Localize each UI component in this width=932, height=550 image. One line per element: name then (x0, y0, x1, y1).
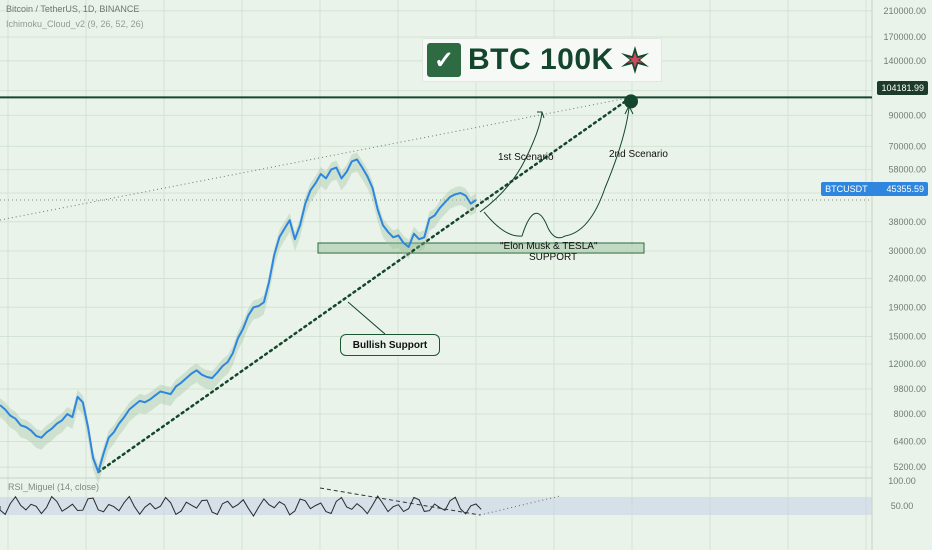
y-tick-label: 12000.00 (888, 359, 926, 369)
y-tick-label: 90000.00 (888, 110, 926, 120)
ichimoku-cloud (0, 152, 476, 485)
y-tick-label: 210000.00 (883, 6, 926, 16)
scenario-1-path (479, 111, 543, 213)
rsi-axis-label: 100.00 (888, 476, 916, 486)
support-label-line1: "Elon Musk & TESLA" (500, 241, 598, 252)
y-tick-label: 24000.00 (888, 273, 926, 283)
scenario-1-label: 1st Scenario (498, 152, 554, 163)
scenario-1-arrow (537, 111, 545, 119)
title-banner: ✓ BTC 100K (422, 38, 662, 82)
bullish-support-label: Bullish Support (340, 334, 440, 356)
y-tick-label: 5200.00 (893, 462, 926, 472)
rsi-projection (479, 495, 561, 516)
y-tick-label: 19000.00 (888, 302, 926, 312)
y-tick-label: 70000.00 (888, 141, 926, 151)
rsi-line (0, 495, 482, 517)
rsi-band (0, 497, 872, 515)
current-price: 45355.59 (886, 184, 924, 194)
y-tick-label: 6400.00 (893, 437, 926, 447)
rsi-divergence (319, 487, 481, 516)
scenario-2-arrow (624, 104, 634, 115)
target-price-tag: 104181.99 (877, 81, 928, 95)
scenario-2-label: 2nd Scenario (609, 149, 668, 160)
check-box-icon: ✓ (427, 43, 461, 77)
rsi-label: RSI_Miguel (14, close) (8, 482, 100, 492)
y-tick-label: 30000.00 (888, 246, 926, 256)
price-line (0, 158, 477, 473)
scenario-2-path (483, 107, 630, 239)
y-tick-label: 9800.00 (893, 384, 926, 394)
y-tick-label: 58000.00 (888, 165, 926, 175)
rsi-axis-label: 50.00 (891, 501, 914, 511)
bullish-pointer (347, 301, 386, 335)
current-symbol: BTCUSDT (825, 184, 868, 194)
bullish-trendline (97, 96, 633, 474)
sparkle-star-icon (620, 46, 649, 74)
indicator-header: Ichimoku_Cloud_v2 (9, 26, 52, 26) (6, 19, 144, 29)
drawing-overlay (0, 94, 872, 474)
symbol-header: Bitcoin / TetherUS, 1D, BINANCE (6, 4, 140, 14)
target-marker (624, 94, 638, 109)
chart-grid (0, 0, 873, 550)
rsi-pane: 100.00 50.00 (0, 476, 916, 517)
current-price-tag: BTCUSDT 45355.59 (821, 182, 928, 196)
support-label-line2: SUPPORT (529, 252, 578, 263)
y-tick-label: 38000.00 (888, 217, 926, 227)
y-tick-label: 140000.00 (883, 56, 926, 66)
chart-title: BTC 100K (468, 43, 614, 76)
price-series (0, 152, 477, 485)
y-tick-label: 8000.00 (893, 409, 926, 419)
y-tick-label: 15000.00 (888, 331, 926, 341)
price-axis: 210000.00170000.00140000.00110000.009000… (883, 6, 926, 472)
y-tick-label: 170000.00 (883, 32, 926, 42)
support-zone (317, 242, 645, 254)
